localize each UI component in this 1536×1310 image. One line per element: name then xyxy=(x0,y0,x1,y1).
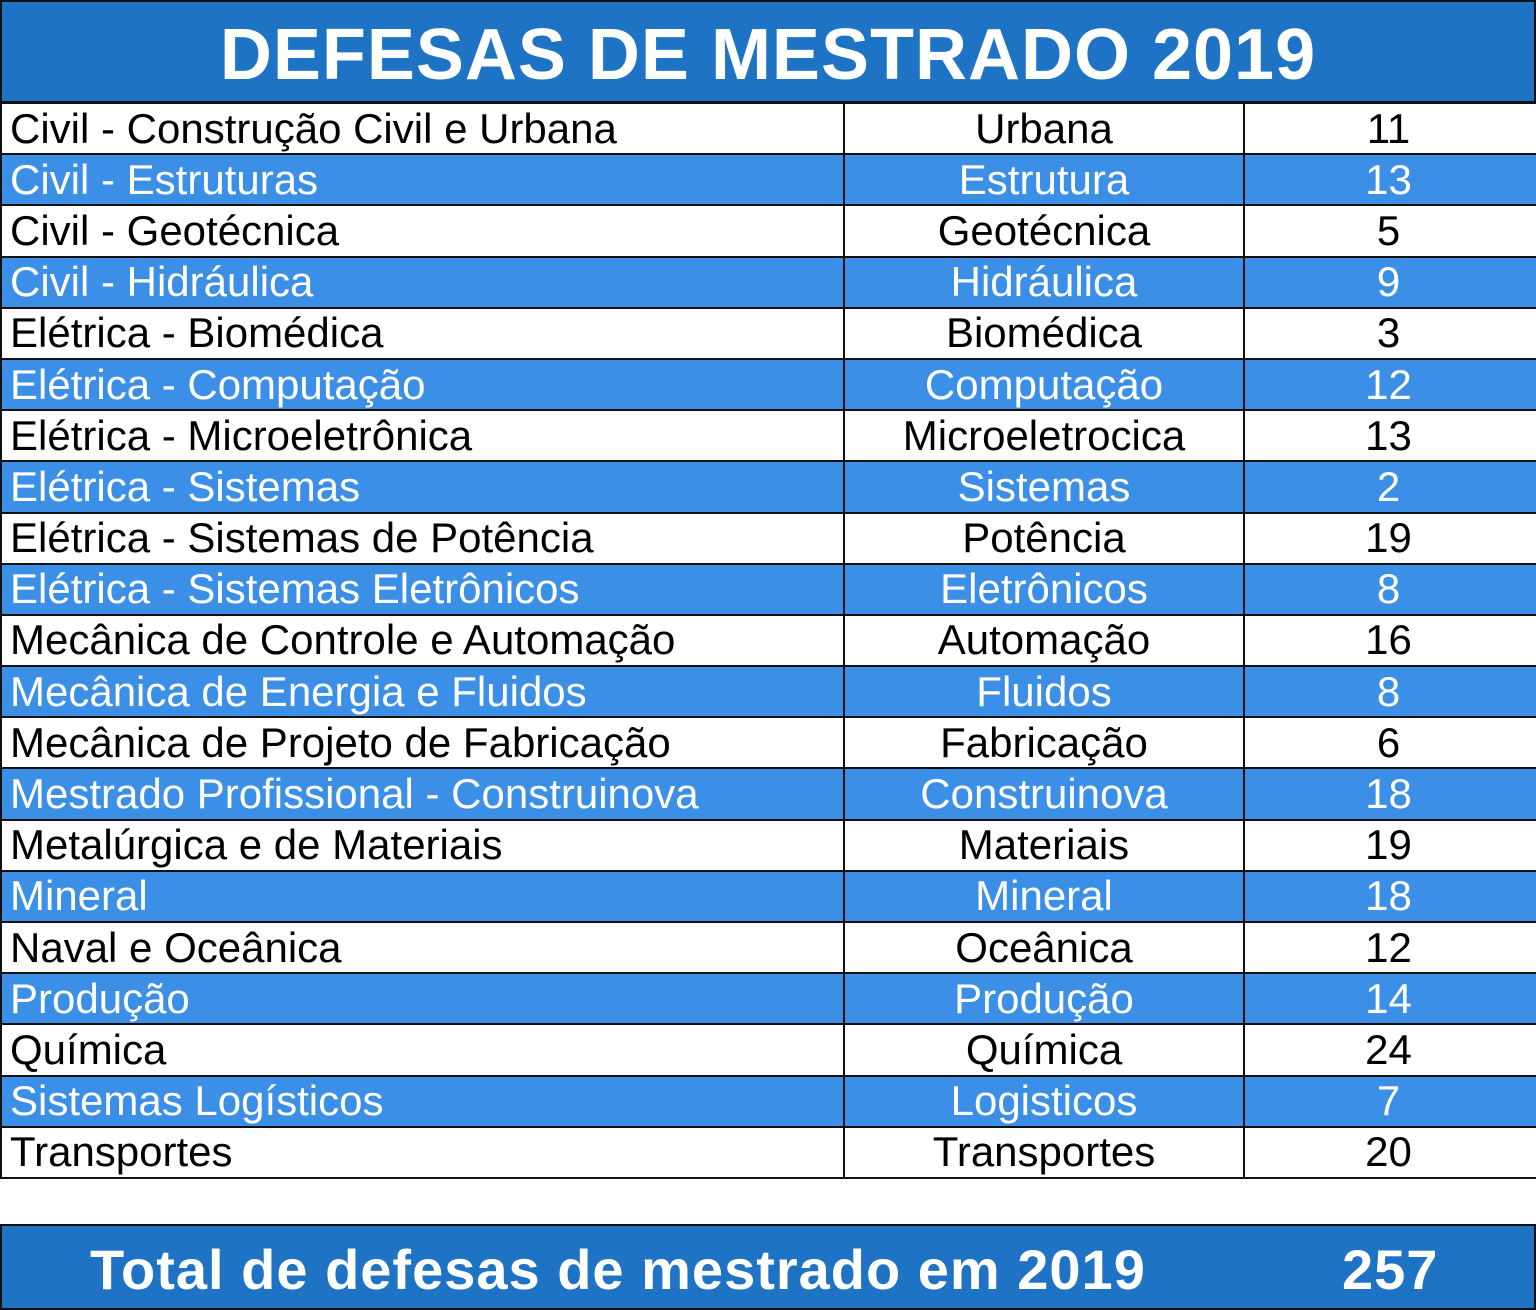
count-cell: 8 xyxy=(1243,665,1536,719)
area-cell: Construinova xyxy=(843,767,1245,821)
area-cell: Urbana xyxy=(843,101,1245,156)
table-row: Metalúrgica e de Materiais Materiais 19 xyxy=(0,818,1536,872)
table-row: Química Química 24 xyxy=(0,1023,1536,1077)
program-cell: Mestrado Profissional - Construinova xyxy=(0,767,845,821)
count-cell: 19 xyxy=(1243,511,1536,565)
area-cell: Computação xyxy=(843,357,1245,412)
program-cell: Mecânica de Projeto de Fabricação xyxy=(0,716,845,770)
area-cell: Geotécnica xyxy=(843,204,1245,258)
program-cell: Elétrica - Microeletrônica xyxy=(0,409,845,463)
program-cell: Civil - Geotécnica xyxy=(0,204,845,258)
program-cell: Elétrica - Sistemas de Potência xyxy=(0,511,845,565)
count-cell: 7 xyxy=(1243,1074,1536,1128)
area-cell: Automação xyxy=(843,613,1245,668)
area-cell: Microeletrocica xyxy=(843,409,1245,463)
total-value: 257 xyxy=(1342,1238,1439,1301)
table-row: Mecânica de Controle e Automação Automaç… xyxy=(0,613,1536,668)
table-row: Elétrica - Computação Computação 12 xyxy=(0,357,1536,412)
table-row: Elétrica - Sistemas de Potência Potência… xyxy=(0,511,1536,565)
program-cell: Civil - Hidráulica xyxy=(0,255,845,309)
table-row: Mineral Mineral 18 xyxy=(0,869,1536,924)
program-cell: Elétrica - Computação xyxy=(0,357,845,412)
program-cell: Elétrica - Sistemas Eletrônicos xyxy=(0,562,845,616)
program-cell: Produção xyxy=(0,972,845,1026)
table-row: Mecânica de Energia e Fluidos Fluidos 8 xyxy=(0,665,1536,719)
count-cell: 16 xyxy=(1243,613,1536,668)
count-cell: 11 xyxy=(1243,101,1536,156)
program-cell: Mecânica de Energia e Fluidos xyxy=(0,665,845,719)
table-row: Civil - Hidráulica Hidráulica 9 xyxy=(0,255,1536,309)
area-cell: Estrutura xyxy=(843,153,1245,207)
area-cell: Fabricação xyxy=(843,716,1245,770)
table-row: Civil - Geotécnica Geotécnica 5 xyxy=(0,204,1536,258)
program-cell: Metalúrgica e de Materiais xyxy=(0,818,845,872)
count-cell: 12 xyxy=(1243,357,1536,412)
table-row: Civil - Construção Civil e Urbana Urbana… xyxy=(0,101,1536,156)
table-row: Naval e Oceânica Oceânica 12 xyxy=(0,920,1536,975)
count-cell: 20 xyxy=(1243,1125,1536,1179)
area-cell: Biomédica xyxy=(843,306,1245,360)
program-cell: Elétrica - Biomédica xyxy=(0,306,845,360)
table-body: Civil - Construção Civil e Urbana Urbana… xyxy=(0,101,1536,1179)
area-cell: Oceânica xyxy=(843,920,1245,975)
table-row: Mecânica de Projeto de Fabricação Fabric… xyxy=(0,716,1536,770)
count-cell: 9 xyxy=(1243,255,1536,309)
total-banner: Total de defesas de mestrado em 2019 257 xyxy=(0,1224,1536,1310)
count-cell: 12 xyxy=(1243,920,1536,975)
area-cell: Produção xyxy=(843,972,1245,1026)
count-cell: 19 xyxy=(1243,818,1536,872)
count-cell: 18 xyxy=(1243,869,1536,924)
total-label: Total de defesas de mestrado em 2019 xyxy=(90,1238,1146,1301)
area-cell: Materiais xyxy=(843,818,1245,872)
page-title: DEFESAS DE MESTRADO 2019 xyxy=(219,14,1317,95)
count-cell: 18 xyxy=(1243,767,1536,821)
table-row: Transportes Transportes 20 xyxy=(0,1125,1536,1179)
count-cell: 3 xyxy=(1243,306,1536,360)
table-row: Elétrica - Sistemas Eletrônicos Eletrôni… xyxy=(0,562,1536,616)
program-cell: Civil - Estruturas xyxy=(0,153,845,207)
area-cell: Hidráulica xyxy=(843,255,1245,309)
area-cell: Potência xyxy=(843,511,1245,565)
count-cell: 14 xyxy=(1243,972,1536,1026)
program-cell: Elétrica - Sistemas xyxy=(0,460,845,514)
area-cell: Transportes xyxy=(843,1125,1245,1179)
count-cell: 5 xyxy=(1243,204,1536,258)
program-cell: Química xyxy=(0,1023,845,1077)
table-row: Mestrado Profissional - Construinova Con… xyxy=(0,767,1536,821)
table-row: Civil - Estruturas Estrutura 13 xyxy=(0,153,1536,207)
title-banner: DEFESAS DE MESTRADO 2019 xyxy=(0,0,1536,103)
program-cell: Mecânica de Controle e Automação xyxy=(0,613,845,668)
count-cell: 13 xyxy=(1243,409,1536,463)
area-cell: Química xyxy=(843,1023,1245,1077)
area-cell: Eletrônicos xyxy=(843,562,1245,616)
program-cell: Naval e Oceânica xyxy=(0,920,845,975)
table-row: Elétrica - Microeletrônica Microeletroci… xyxy=(0,409,1536,463)
defesas-table: Civil - Construção Civil e Urbana Urbana… xyxy=(0,101,1536,1179)
area-cell: Fluidos xyxy=(843,665,1245,719)
area-cell: Sistemas xyxy=(843,460,1245,514)
table-row: Sistemas Logísticos Logisticos 7 xyxy=(0,1074,1536,1128)
table-row: Elétrica - Sistemas Sistemas 2 xyxy=(0,460,1536,514)
area-cell: Logisticos xyxy=(843,1074,1245,1128)
table-row: Elétrica - Biomédica Biomédica 3 xyxy=(0,306,1536,360)
count-cell: 6 xyxy=(1243,716,1536,770)
program-cell: Mineral xyxy=(0,869,845,924)
program-cell: Transportes xyxy=(0,1125,845,1179)
count-cell: 13 xyxy=(1243,153,1536,207)
program-cell: Sistemas Logísticos xyxy=(0,1074,845,1128)
program-cell: Civil - Construção Civil e Urbana xyxy=(0,101,845,156)
count-cell: 2 xyxy=(1243,460,1536,514)
table-row: Produção Produção 14 xyxy=(0,972,1536,1026)
count-cell: 24 xyxy=(1243,1023,1536,1077)
area-cell: Mineral xyxy=(843,869,1245,924)
count-cell: 8 xyxy=(1243,562,1536,616)
